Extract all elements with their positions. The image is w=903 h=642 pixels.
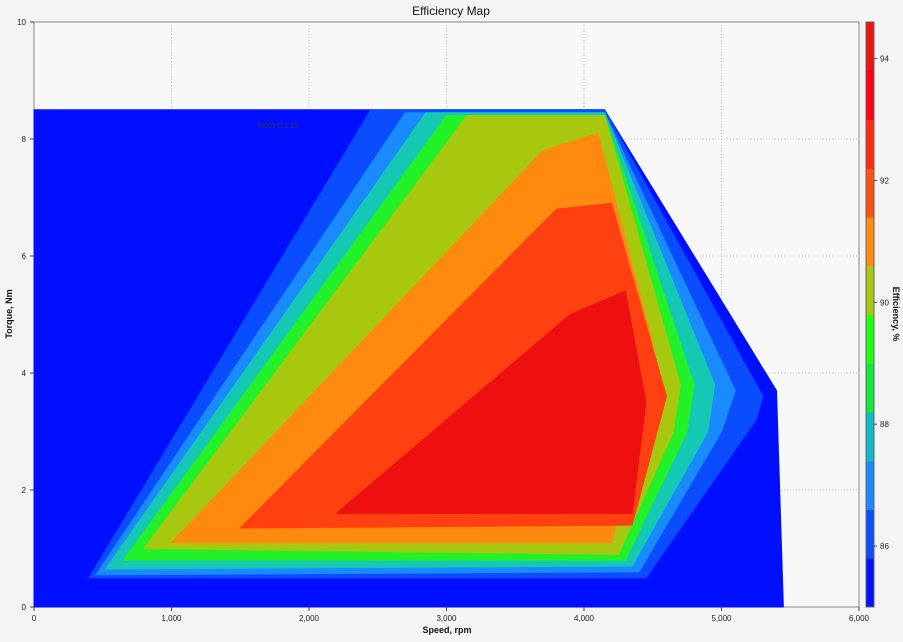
colorbar-segment <box>866 217 874 267</box>
x-tick-label: 3,000 <box>436 614 457 623</box>
chart-title: Efficiency Map <box>412 4 490 18</box>
colorbar: 86 88 90 92 94 <box>865 21 889 608</box>
colorbar-tick-label: 94 <box>880 55 889 64</box>
colorbar-tick-label: 92 <box>880 176 889 185</box>
x-tick-label: 2,000 <box>299 614 320 623</box>
colorbar-tick-label: 88 <box>880 420 889 429</box>
x-axis-label: Speed, rpm <box>422 625 471 635</box>
colorbar-label: Efficiency, % <box>891 287 901 342</box>
colorbar-segment <box>866 314 874 364</box>
y-tick-label: 0 <box>22 603 27 612</box>
colorbar-segment <box>866 119 874 169</box>
colorbar-segment <box>866 265 874 315</box>
x-tick-label: 5,000 <box>711 614 732 623</box>
colorbar-tick-label: 86 <box>880 542 889 551</box>
colorbar-segment <box>866 460 874 510</box>
x-tick-label: 4,000 <box>574 614 595 623</box>
colorbar-segment <box>866 363 874 413</box>
y-tick-label: 10 <box>17 18 26 27</box>
axes-layer: 0 1,000 2,000 3,000 4,000 5,000 6,000 0 2 4 6 8 10 <box>17 18 869 623</box>
y-tick-label: 2 <box>22 486 27 495</box>
x-tick-label: 1,000 <box>161 614 182 623</box>
colorbar-segment <box>866 509 874 559</box>
y-tick-label: 4 <box>22 369 27 378</box>
colorbar-segment <box>866 168 874 218</box>
colorbar-segment <box>866 412 874 462</box>
colorbar-segment <box>866 22 874 72</box>
efficiency-region-94 <box>336 290 647 514</box>
y-tick-label: 6 <box>22 252 27 261</box>
colorbar-frame <box>865 21 875 608</box>
contour-layer <box>33 109 784 608</box>
y-axis-label: Torque, Nm <box>4 289 14 338</box>
x-tick-label: 6,000 <box>849 614 870 623</box>
x-tick-label: 0 <box>32 614 37 623</box>
y-tick-label: 8 <box>22 135 27 144</box>
colorbar-segment <box>866 558 874 608</box>
plot-annotation: M003 C.1.15 <box>258 123 298 130</box>
colorbar-segment <box>866 70 874 120</box>
colorbar-tick-label: 90 <box>880 298 889 307</box>
